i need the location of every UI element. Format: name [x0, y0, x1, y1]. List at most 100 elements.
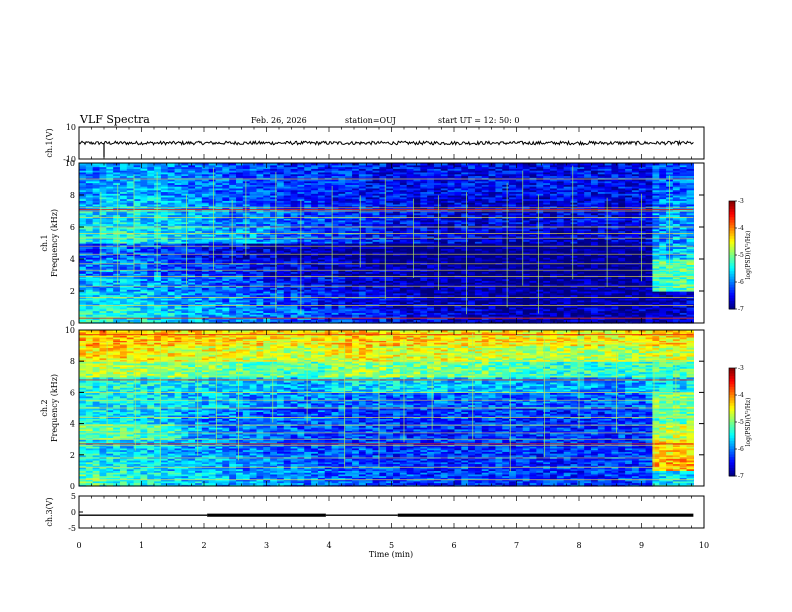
- spectrogram-cell: [147, 291, 155, 294]
- spectrogram-cell: [304, 303, 312, 306]
- spectrogram-cell: [345, 291, 353, 294]
- spectrogram-cell: [208, 301, 217, 305]
- spectrogram-cell: [276, 308, 285, 312]
- spectrogram-cell: [358, 294, 367, 297]
- spectrogram-cell: [167, 303, 176, 306]
- spectrogram-cell: [304, 319, 312, 322]
- spectrogram-cell: [427, 310, 435, 313]
- spectrogram-cell: [249, 308, 258, 312]
- spectrogram-cell: [352, 310, 360, 313]
- spectrogram-cell: [372, 303, 380, 306]
- spectrogram-cell: [311, 308, 319, 312]
- spectrogram-cell: [604, 308, 613, 312]
- spectrogram-cell: [106, 291, 114, 294]
- spectrogram-cell: [433, 292, 442, 296]
- spectrogram-cell: [140, 317, 148, 321]
- spectrogram-cell: [365, 317, 374, 321]
- spectrogram-cell: [399, 314, 408, 317]
- spectrogram-cell: [345, 294, 353, 297]
- spectrogram-cell: [672, 314, 681, 317]
- spectrogram-cell: [379, 298, 387, 301]
- spectrogram-cell: [222, 298, 230, 301]
- spectrogram-cell: [686, 308, 694, 312]
- spectrogram-cell: [406, 305, 415, 308]
- spectrogram-cell: [256, 292, 264, 296]
- spectrogram-cell: [652, 310, 660, 313]
- spectrogram-cell: [570, 312, 578, 315]
- spectrogram-cell: [92, 294, 101, 297]
- spectrogram-cell: [468, 301, 476, 305]
- spectrogram-cell: [454, 310, 462, 313]
- spectrogram-cell: [188, 314, 196, 317]
- spectrogram-cell: [488, 301, 497, 305]
- spectrogram-cell: [358, 305, 367, 308]
- spectrogram-cell: [283, 317, 292, 321]
- spectrogram-cell: [317, 291, 326, 294]
- spectrogram-cell: [331, 291, 340, 294]
- spectrogram-cell: [638, 315, 647, 319]
- spectrogram-cell: [481, 298, 490, 301]
- spectrogram-cell: [201, 312, 210, 315]
- spectrogram-cell: [522, 317, 531, 321]
- spectrogram-cell: [358, 317, 367, 321]
- spectrogram-cell: [481, 294, 490, 297]
- spectrogram-cell: [174, 317, 182, 321]
- spectrogram-cell: [324, 294, 333, 297]
- spectrogram-cell: [590, 310, 599, 313]
- spectrogram-cell: [167, 310, 176, 313]
- spectrogram-cell: [126, 315, 135, 319]
- spectrogram-cell: [529, 312, 537, 315]
- spectrogram-cell: [215, 319, 223, 322]
- spectrogram-cell: [324, 310, 333, 313]
- spectrogram-cell: [468, 294, 476, 297]
- spectrogram-cell: [304, 294, 312, 297]
- spectrogram-cell: [468, 308, 476, 312]
- spectrogram-cell: [113, 291, 121, 294]
- spectrogram-cell: [113, 314, 121, 317]
- spectrogram-cell: [618, 321, 626, 324]
- spectrogram-cell: [119, 317, 128, 321]
- spectrogram-cell: [147, 317, 155, 321]
- spectrogram-cell: [236, 317, 244, 321]
- spectrogram-cell: [509, 312, 517, 315]
- spectrogram-cell: [495, 303, 503, 306]
- spectrogram-cell: [427, 291, 435, 294]
- spectrogram-cell: [133, 310, 142, 313]
- spectrogram-cell: [563, 308, 572, 312]
- spectrogram-cell: [256, 312, 264, 315]
- spectrogram-cell: [236, 310, 244, 313]
- spectrogram-cell: [474, 317, 483, 321]
- spectrogram-cell: [666, 310, 674, 313]
- spectrogram-cell: [372, 308, 380, 312]
- spectrogram-cell: [358, 307, 367, 310]
- spectrogram-cell: [249, 312, 258, 315]
- spectrogram-cell: [481, 321, 490, 324]
- spectrogram-cell: [99, 308, 107, 312]
- spectrogram-cell: [488, 291, 497, 294]
- spectrogram-cell: [331, 317, 340, 321]
- ch1-waveform-ytick-label: 10: [66, 123, 76, 132]
- spectrogram-cell: [679, 321, 688, 324]
- spectrogram-cell: [92, 298, 101, 301]
- spectrogram-cell: [413, 299, 421, 303]
- spectrogram-cell: [386, 307, 394, 310]
- spectrogram-cell: [201, 305, 210, 308]
- spectrogram-cell: [147, 308, 155, 312]
- spectrogram-cell: [495, 294, 503, 297]
- spectrogram-cell: [447, 307, 456, 310]
- spectrogram-cell: [399, 317, 408, 321]
- spectrogram-cell: [427, 301, 435, 305]
- ch1-waveform-ylabel: ch.1(V): [45, 128, 54, 157]
- spectrogram-cell: [222, 301, 230, 305]
- spectrogram-cell: [181, 294, 189, 297]
- spectrogram-cell: [188, 292, 196, 296]
- spectrogram-cell: [113, 305, 121, 308]
- spectrogram-cell: [85, 301, 94, 305]
- spectrogram-cell: [488, 312, 497, 315]
- spectrogram-cell: [502, 299, 510, 303]
- spectrogram-cell: [645, 312, 654, 315]
- spectrogram-cell: [345, 321, 353, 324]
- spectrogram-cell: [242, 298, 251, 301]
- spectrogram-cell: [331, 310, 340, 313]
